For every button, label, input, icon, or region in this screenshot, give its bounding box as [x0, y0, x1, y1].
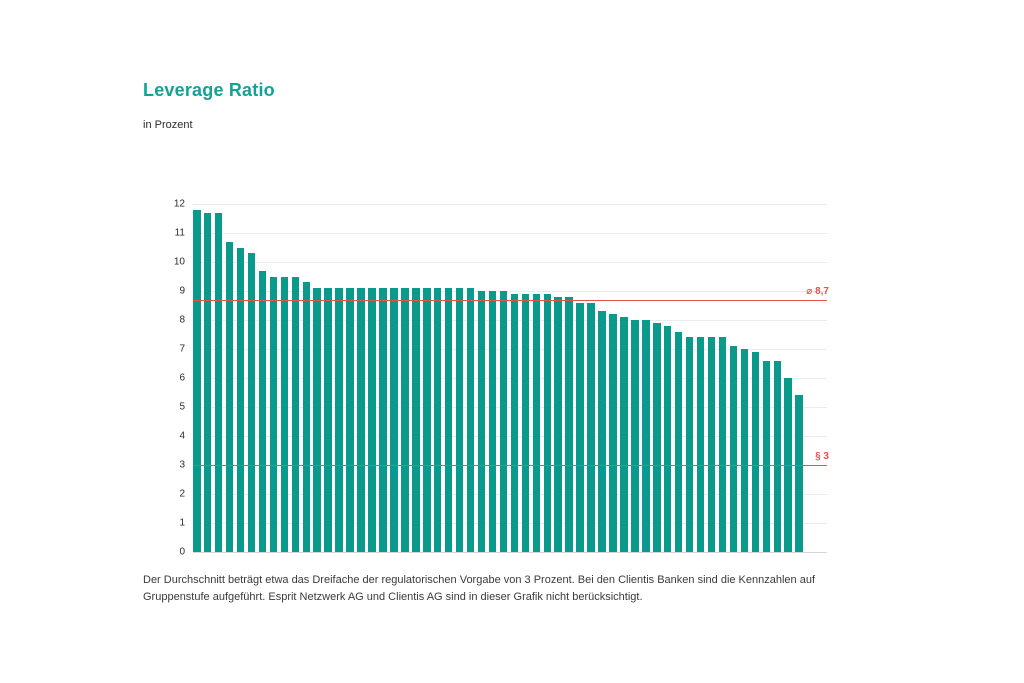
gridline-4	[193, 436, 827, 437]
bar-11	[302, 282, 311, 552]
y-tick-label-9: 9	[179, 285, 185, 297]
bar-46	[685, 337, 694, 552]
gridline-8	[193, 320, 827, 321]
bar-49	[718, 337, 727, 552]
bar-33	[543, 293, 551, 552]
y-tick-label-10: 10	[173, 256, 185, 268]
bar-47	[696, 337, 705, 552]
bar-52	[751, 351, 760, 552]
gridline-6	[193, 378, 827, 379]
gridline-1	[193, 523, 827, 524]
y-tick-label-1: 1	[179, 517, 185, 529]
bar-series	[193, 204, 803, 552]
bar-17	[368, 288, 376, 552]
reference-line-2: § 3	[193, 451, 829, 466]
bar-56	[795, 395, 803, 552]
bar-44	[663, 325, 672, 552]
gridline-5	[193, 407, 827, 408]
bar-35	[565, 296, 573, 552]
y-tick-label-7: 7	[179, 343, 185, 355]
y-tick-label-11: 11	[174, 227, 185, 239]
bar-14	[335, 288, 343, 552]
bar-16	[357, 288, 365, 552]
bar-34	[554, 296, 562, 552]
y-tick-label-5: 5	[179, 401, 185, 413]
reference-line-label-1: ⌀ 8,7	[806, 285, 829, 297]
bar-15	[346, 288, 354, 552]
bar-51	[740, 349, 749, 552]
bar-38	[598, 311, 606, 552]
bar-23	[433, 288, 442, 552]
footnote-text: Der Durchschnitt beträgt etwa das Dreifa…	[143, 574, 816, 604]
bar-21	[412, 288, 420, 552]
bar-24	[444, 288, 453, 552]
bar-40	[620, 317, 628, 552]
bar-9	[280, 276, 289, 552]
gridline-9	[193, 291, 827, 292]
y-tick-label-12: 12	[173, 198, 185, 210]
bar-25	[455, 288, 464, 552]
y-tick-label-8: 8	[179, 314, 185, 326]
bar-26	[466, 288, 475, 552]
bar-36	[576, 302, 584, 552]
bar-19	[390, 288, 398, 552]
gridline-12	[193, 204, 827, 205]
bar-12	[313, 288, 321, 552]
bar-29	[499, 291, 508, 552]
y-tick-label-6: 6	[179, 372, 185, 384]
bar-8	[269, 276, 278, 552]
bar-41	[631, 320, 639, 552]
bar-chart-plot-area: 0 1 2 3 4 5 6 7 8 9 10 11 12 ⌀ 8,7 § 3	[174, 199, 829, 558]
reference-line-label-2: § 3	[815, 451, 829, 462]
x-axis-baseline	[193, 552, 827, 553]
bar-53	[762, 360, 771, 552]
bar-10	[291, 276, 300, 552]
bar-31	[521, 293, 530, 552]
reference-line-1: ⌀ 8,7	[193, 286, 829, 301]
bar-20	[401, 288, 409, 552]
bar-39	[609, 314, 617, 552]
bar-48	[707, 337, 716, 552]
chart-subtitle: in Prozent	[143, 119, 193, 131]
y-tick-label-3: 3	[179, 459, 185, 471]
bar-45	[674, 331, 683, 552]
y-tick-label-4: 4	[179, 430, 185, 442]
bar-1	[193, 209, 201, 552]
bar-18	[379, 288, 387, 552]
bar-42	[642, 320, 650, 552]
bar-4	[225, 241, 234, 552]
bar-54	[773, 360, 782, 552]
bar-2	[203, 212, 212, 552]
bar-32	[532, 293, 541, 552]
bar-37	[587, 302, 595, 552]
y-tick-label-2: 2	[179, 488, 185, 500]
bar-6	[247, 253, 256, 552]
gridline-2	[193, 494, 827, 495]
y-tick-label-0: 0	[179, 546, 185, 558]
gridline-10	[193, 262, 827, 263]
bar-5	[236, 247, 245, 552]
bar-28	[488, 291, 497, 552]
gridline-7	[193, 349, 827, 350]
bar-3	[214, 212, 223, 552]
bar-13	[324, 288, 332, 552]
bar-50	[729, 346, 738, 552]
bar-22	[423, 288, 431, 552]
chart-title: Leverage Ratio	[143, 80, 275, 100]
bar-7	[258, 270, 267, 552]
bar-27	[477, 291, 486, 552]
bar-30	[510, 293, 519, 552]
bar-43	[653, 322, 661, 552]
gridline-11	[193, 233, 827, 234]
